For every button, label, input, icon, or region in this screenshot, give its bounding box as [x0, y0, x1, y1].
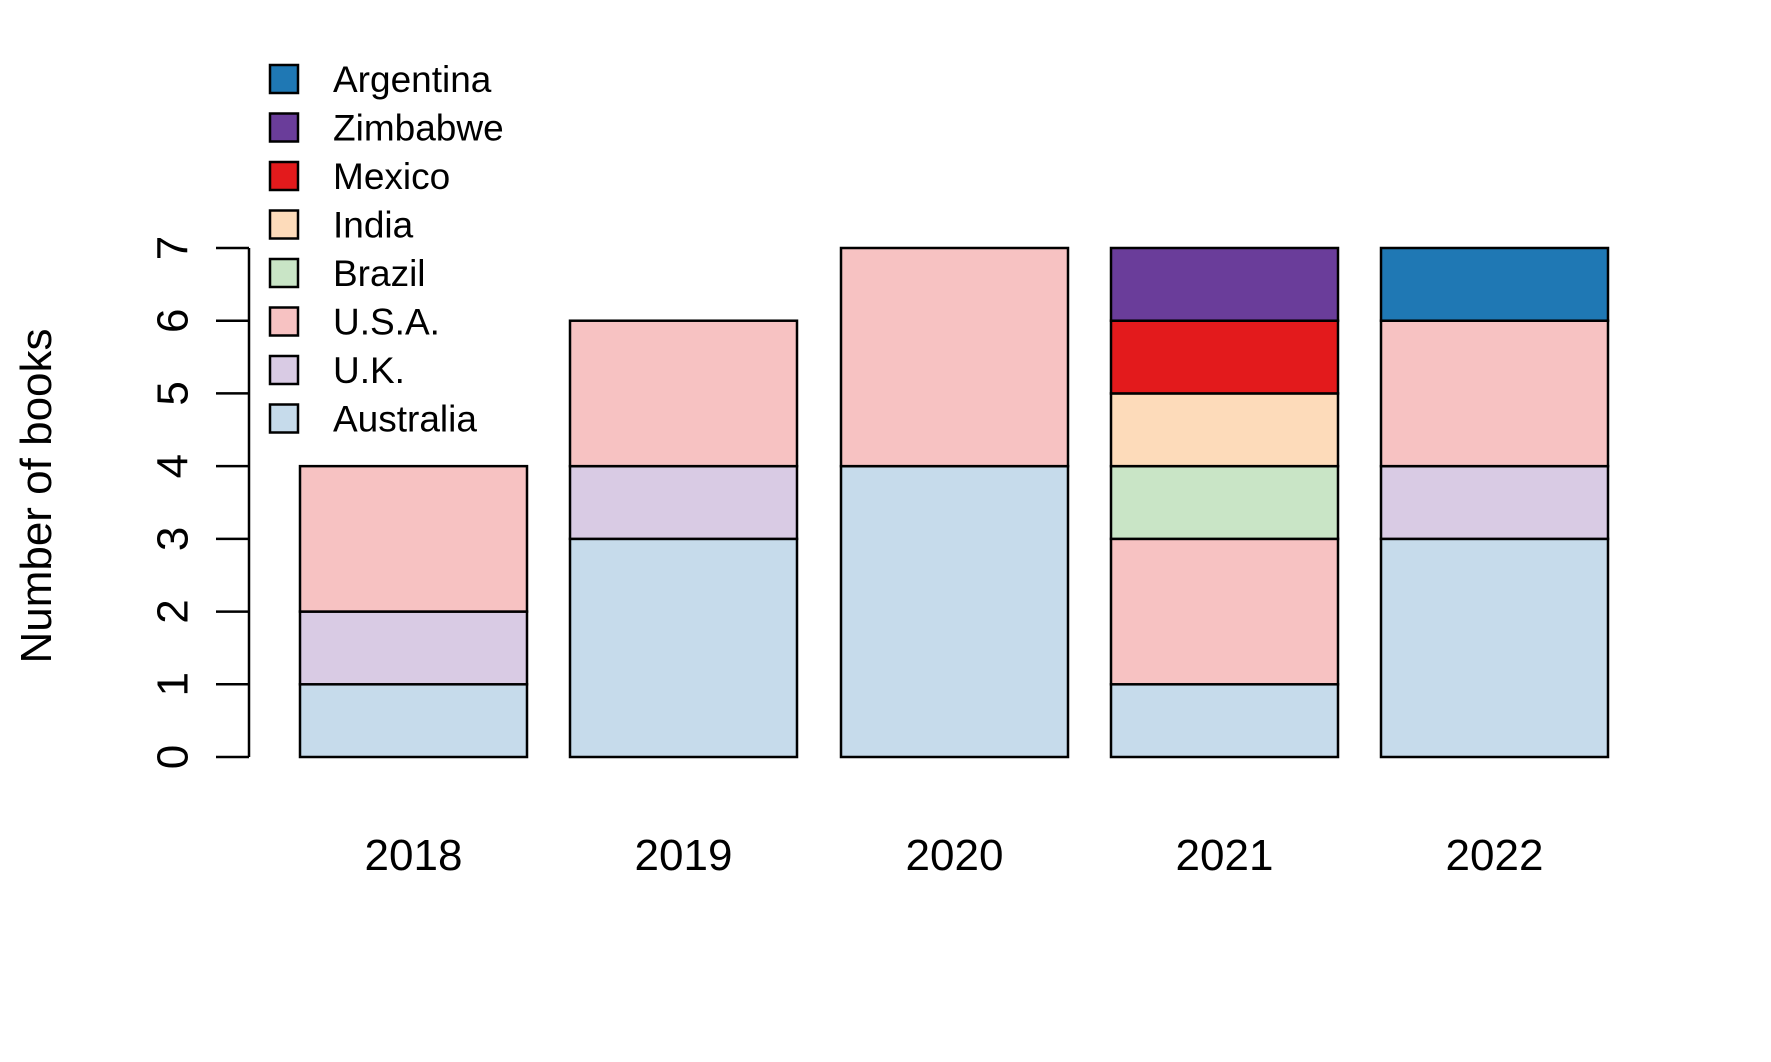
- legend-item-mexico: Mexico: [268, 156, 450, 197]
- x-category-label-2022: 2022: [1446, 831, 1544, 880]
- legend-item-argentina: Argentina: [268, 59, 492, 100]
- legend-swatch-india: [268, 209, 300, 240]
- legend-label-u-k: U.K.: [333, 350, 405, 391]
- legend-swatch-mexico: [268, 160, 300, 192]
- bar-2018-u-k: [298, 610, 529, 686]
- bar-2022-u-k: [1379, 464, 1610, 541]
- bar-2022-australia: [1379, 537, 1610, 759]
- y-tick-label-2: 2: [149, 599, 198, 623]
- legend-label-brazil: Brazil: [333, 253, 426, 294]
- legend-item-australia: Australia: [268, 399, 477, 440]
- y-tick-label-7: 7: [149, 236, 198, 260]
- y-tick-label-1: 1: [149, 672, 198, 696]
- bar-2021-mexico: [1109, 319, 1340, 395]
- y-tick-label-5: 5: [149, 381, 198, 405]
- bar-2019-australia: [568, 537, 799, 759]
- legend-item-brazil: Brazil: [268, 253, 426, 294]
- bar-2021-brazil: [1109, 464, 1340, 541]
- legend-item-zimbabwe: Zimbabwe: [268, 108, 504, 149]
- legend-label-u-s-a: U.S.A.: [333, 302, 440, 343]
- legend-item-u-k: U.K.: [268, 350, 405, 391]
- x-category-label-2018: 2018: [365, 831, 463, 880]
- bar-2018-u-s-a: [298, 464, 529, 613]
- legend-swatch-argentina: [268, 63, 300, 95]
- x-category-label-2019: 2019: [635, 831, 733, 880]
- x-category-label-2020: 2020: [906, 831, 1004, 880]
- legend-item-u-s-a: U.S.A.: [268, 302, 440, 343]
- bar-2021-u-s-a: [1109, 537, 1340, 686]
- y-tick-label-4: 4: [149, 454, 198, 478]
- legend-label-argentina: Argentina: [333, 59, 492, 100]
- legend-swatch-u-s-a: [268, 306, 300, 337]
- bar-2019-u-k: [568, 464, 799, 541]
- legend-swatch-zimbabwe: [268, 112, 300, 143]
- y-tick-label-3: 3: [149, 527, 198, 551]
- y-tick-label-6: 6: [149, 308, 198, 332]
- legend-label-australia: Australia: [333, 399, 477, 440]
- bar-2018-australia: [298, 683, 529, 759]
- legend-swatch-australia: [268, 403, 300, 434]
- y-axis: 0 1 2 3 4 5 6 7: [149, 236, 251, 769]
- x-category-label-2021: 2021: [1176, 831, 1274, 880]
- bar-2021-australia: [1109, 683, 1340, 759]
- y-tick-label-0: 0: [149, 745, 198, 769]
- legend-label-india: India: [333, 205, 414, 246]
- bar-2019-u-s-a: [568, 319, 799, 468]
- bar-2022-argentina: [1379, 246, 1610, 322]
- bar-2021-zimbabwe: [1109, 246, 1340, 322]
- bars-layer: [298, 246, 1610, 759]
- legend-label-zimbabwe: Zimbabwe: [333, 108, 504, 149]
- legend-swatch-brazil: [268, 257, 300, 289]
- legend-label-mexico: Mexico: [333, 156, 450, 197]
- bar-2021-india: [1109, 392, 1340, 468]
- legend-item-india: India: [268, 205, 414, 246]
- x-axis-labels: 2018 2019 2020 2021 2022: [365, 831, 1544, 880]
- bar-2022-u-s-a: [1379, 319, 1610, 468]
- bar-2020-u-s-a: [839, 246, 1070, 468]
- legend-swatch-u-k: [268, 354, 300, 386]
- y-axis-title: Number of books: [12, 328, 61, 663]
- legend: Argentina Zimbabwe Mexico India Brazil U.S.A.…: [268, 59, 504, 440]
- bar-2020-australia: [839, 464, 1070, 759]
